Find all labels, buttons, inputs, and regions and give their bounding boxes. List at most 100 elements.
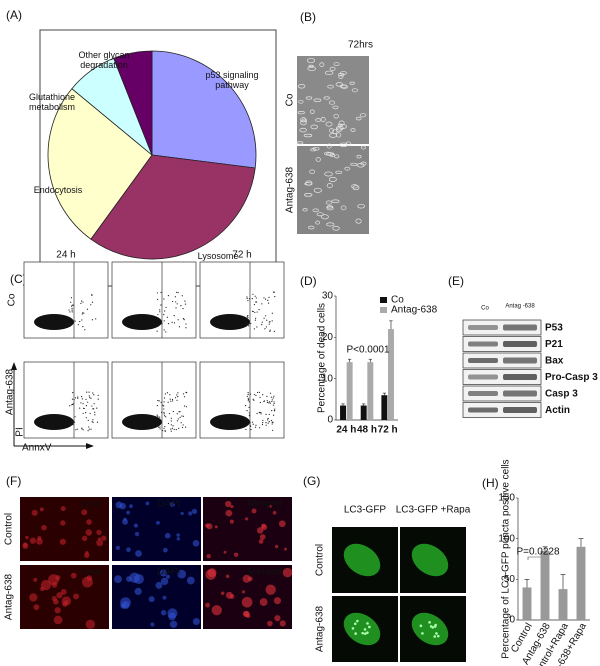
y-tick-label: 0 xyxy=(509,615,515,626)
event xyxy=(163,397,166,399)
panel-label: (E) xyxy=(448,274,464,288)
event xyxy=(272,421,274,424)
event xyxy=(86,391,88,393)
stain xyxy=(101,535,107,541)
blot-lane xyxy=(462,352,542,369)
cell xyxy=(343,612,381,646)
cell xyxy=(331,199,340,203)
stain xyxy=(229,519,234,524)
stain xyxy=(160,577,169,586)
event xyxy=(94,414,96,416)
axis-label: AnnxV xyxy=(22,443,52,454)
event xyxy=(273,401,275,403)
event xyxy=(93,403,95,405)
event xyxy=(174,397,177,399)
event xyxy=(266,401,269,404)
stain xyxy=(206,554,211,559)
cell xyxy=(299,127,307,133)
band-label: Pro-Casp 3 xyxy=(545,372,598,383)
puncta xyxy=(436,634,440,638)
annotation: P=0.0228 xyxy=(516,547,560,558)
stain xyxy=(274,615,281,622)
stain xyxy=(29,537,37,544)
event xyxy=(247,316,249,319)
band-label: P21 xyxy=(545,339,563,350)
event xyxy=(160,421,162,423)
event xyxy=(182,415,185,417)
stain xyxy=(53,598,59,605)
blot-lane xyxy=(462,336,542,352)
event xyxy=(271,423,273,425)
stain xyxy=(229,594,235,599)
event xyxy=(259,401,261,404)
event xyxy=(266,319,268,321)
cell xyxy=(338,73,345,77)
puncta xyxy=(353,622,357,626)
puncta xyxy=(366,622,369,625)
event xyxy=(80,402,82,404)
event xyxy=(170,424,172,426)
event xyxy=(157,313,159,316)
cell xyxy=(352,185,360,191)
event xyxy=(270,396,273,398)
arrow-head xyxy=(11,362,17,370)
event xyxy=(180,305,182,307)
stain xyxy=(60,589,67,595)
event xyxy=(163,298,165,300)
pie-slice xyxy=(151,50,257,169)
cell xyxy=(313,187,322,193)
event xyxy=(69,405,71,407)
puncta xyxy=(354,632,357,635)
event xyxy=(164,430,166,433)
stain xyxy=(180,511,184,516)
stain xyxy=(274,544,279,549)
event xyxy=(256,326,258,328)
event xyxy=(182,424,184,426)
event xyxy=(261,323,263,326)
event xyxy=(80,300,83,302)
event xyxy=(247,421,249,423)
panel-label: (C) xyxy=(10,272,27,286)
pie-slice xyxy=(113,50,153,156)
puncta xyxy=(435,632,438,635)
event xyxy=(255,394,257,396)
slice-label: p53 signaling pathway xyxy=(205,70,259,90)
event xyxy=(169,394,171,396)
stain xyxy=(84,552,90,559)
event xyxy=(185,323,187,325)
event xyxy=(175,307,177,309)
stain xyxy=(265,584,276,595)
cell xyxy=(300,117,307,123)
event xyxy=(89,396,91,398)
event xyxy=(171,427,174,429)
event xyxy=(247,392,249,394)
event xyxy=(176,413,178,415)
cell xyxy=(338,75,344,79)
event xyxy=(81,319,83,321)
event xyxy=(271,399,273,401)
stain xyxy=(168,612,176,621)
event xyxy=(80,395,83,398)
event xyxy=(179,416,181,419)
event xyxy=(164,310,166,312)
event xyxy=(184,303,187,305)
event xyxy=(268,413,270,416)
cell-cluster xyxy=(122,414,162,430)
event xyxy=(254,426,257,428)
event xyxy=(93,394,95,396)
event xyxy=(92,419,94,421)
event xyxy=(164,429,166,432)
stain xyxy=(241,596,253,608)
band xyxy=(468,358,498,363)
event xyxy=(85,405,87,407)
event xyxy=(158,426,160,428)
event xyxy=(68,322,71,325)
stain xyxy=(150,622,155,627)
event xyxy=(156,330,158,332)
event xyxy=(267,302,270,304)
event xyxy=(268,296,270,298)
event xyxy=(82,429,84,431)
bar xyxy=(360,405,367,420)
event xyxy=(163,413,165,415)
image-label: Merged xyxy=(248,499,282,510)
